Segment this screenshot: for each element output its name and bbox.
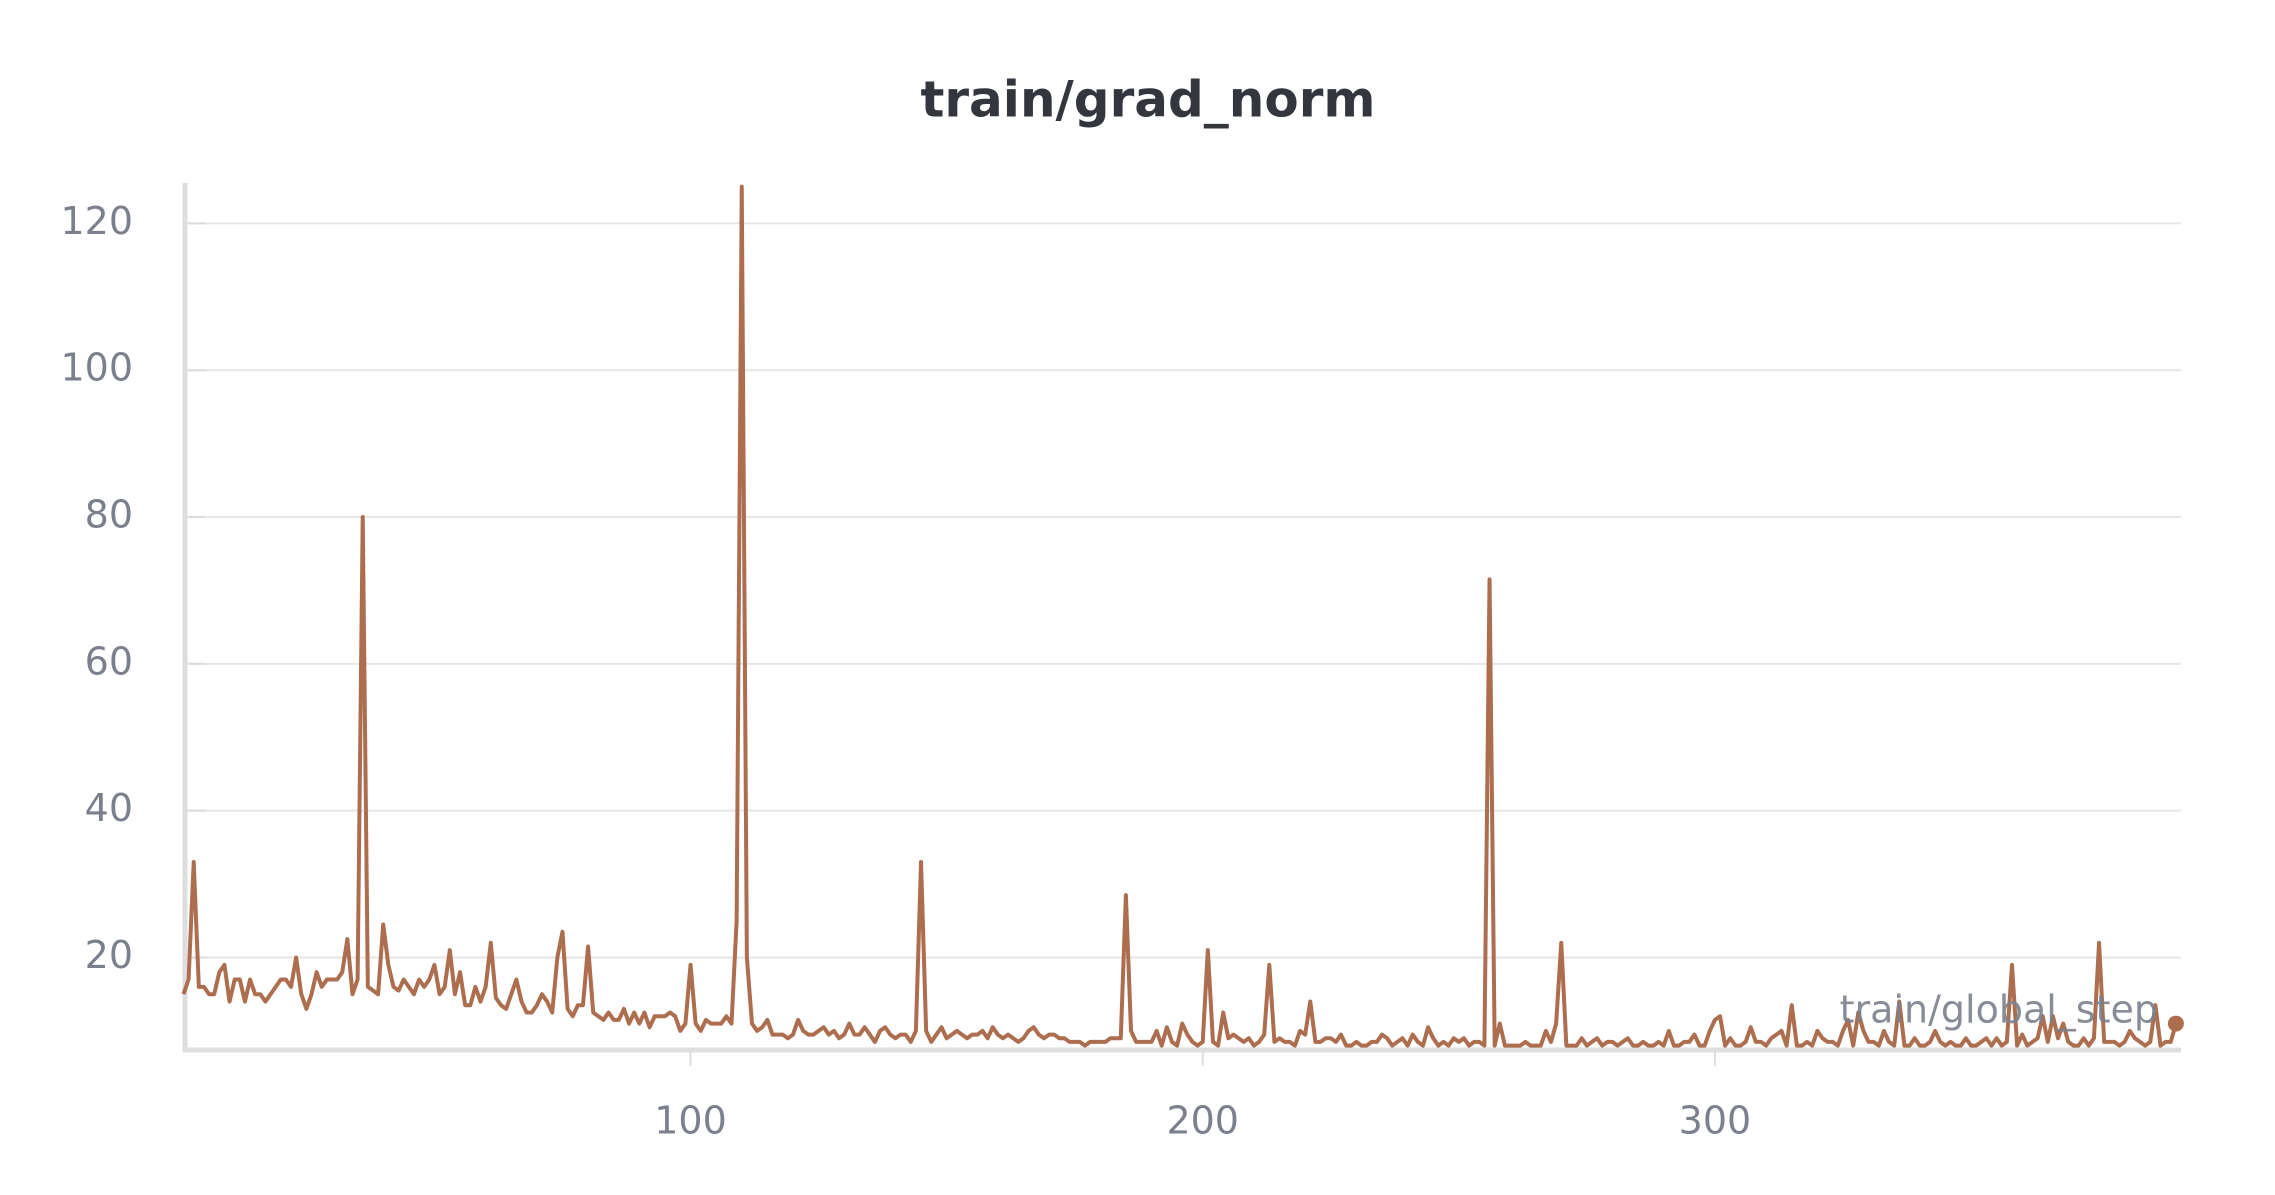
end-point [2167,1015,2184,1032]
y-tick-label: 80 [85,493,133,537]
y-tick-label: 40 [85,786,133,830]
data-line [181,184,2178,1048]
x-tick-label: 200 [1166,1099,1239,1143]
x-tick-label: 300 [1679,1099,1752,1143]
y-tick-label: 60 [85,639,133,683]
y-tick-label: 120 [60,199,133,243]
y-tick-label: 20 [85,933,133,977]
x-tick-label: 100 [654,1099,727,1143]
y-tick-label: 100 [60,346,133,390]
chart-title: train/grad_norm [921,71,1376,129]
x-axis-label: train/global_step [1840,988,2158,1032]
